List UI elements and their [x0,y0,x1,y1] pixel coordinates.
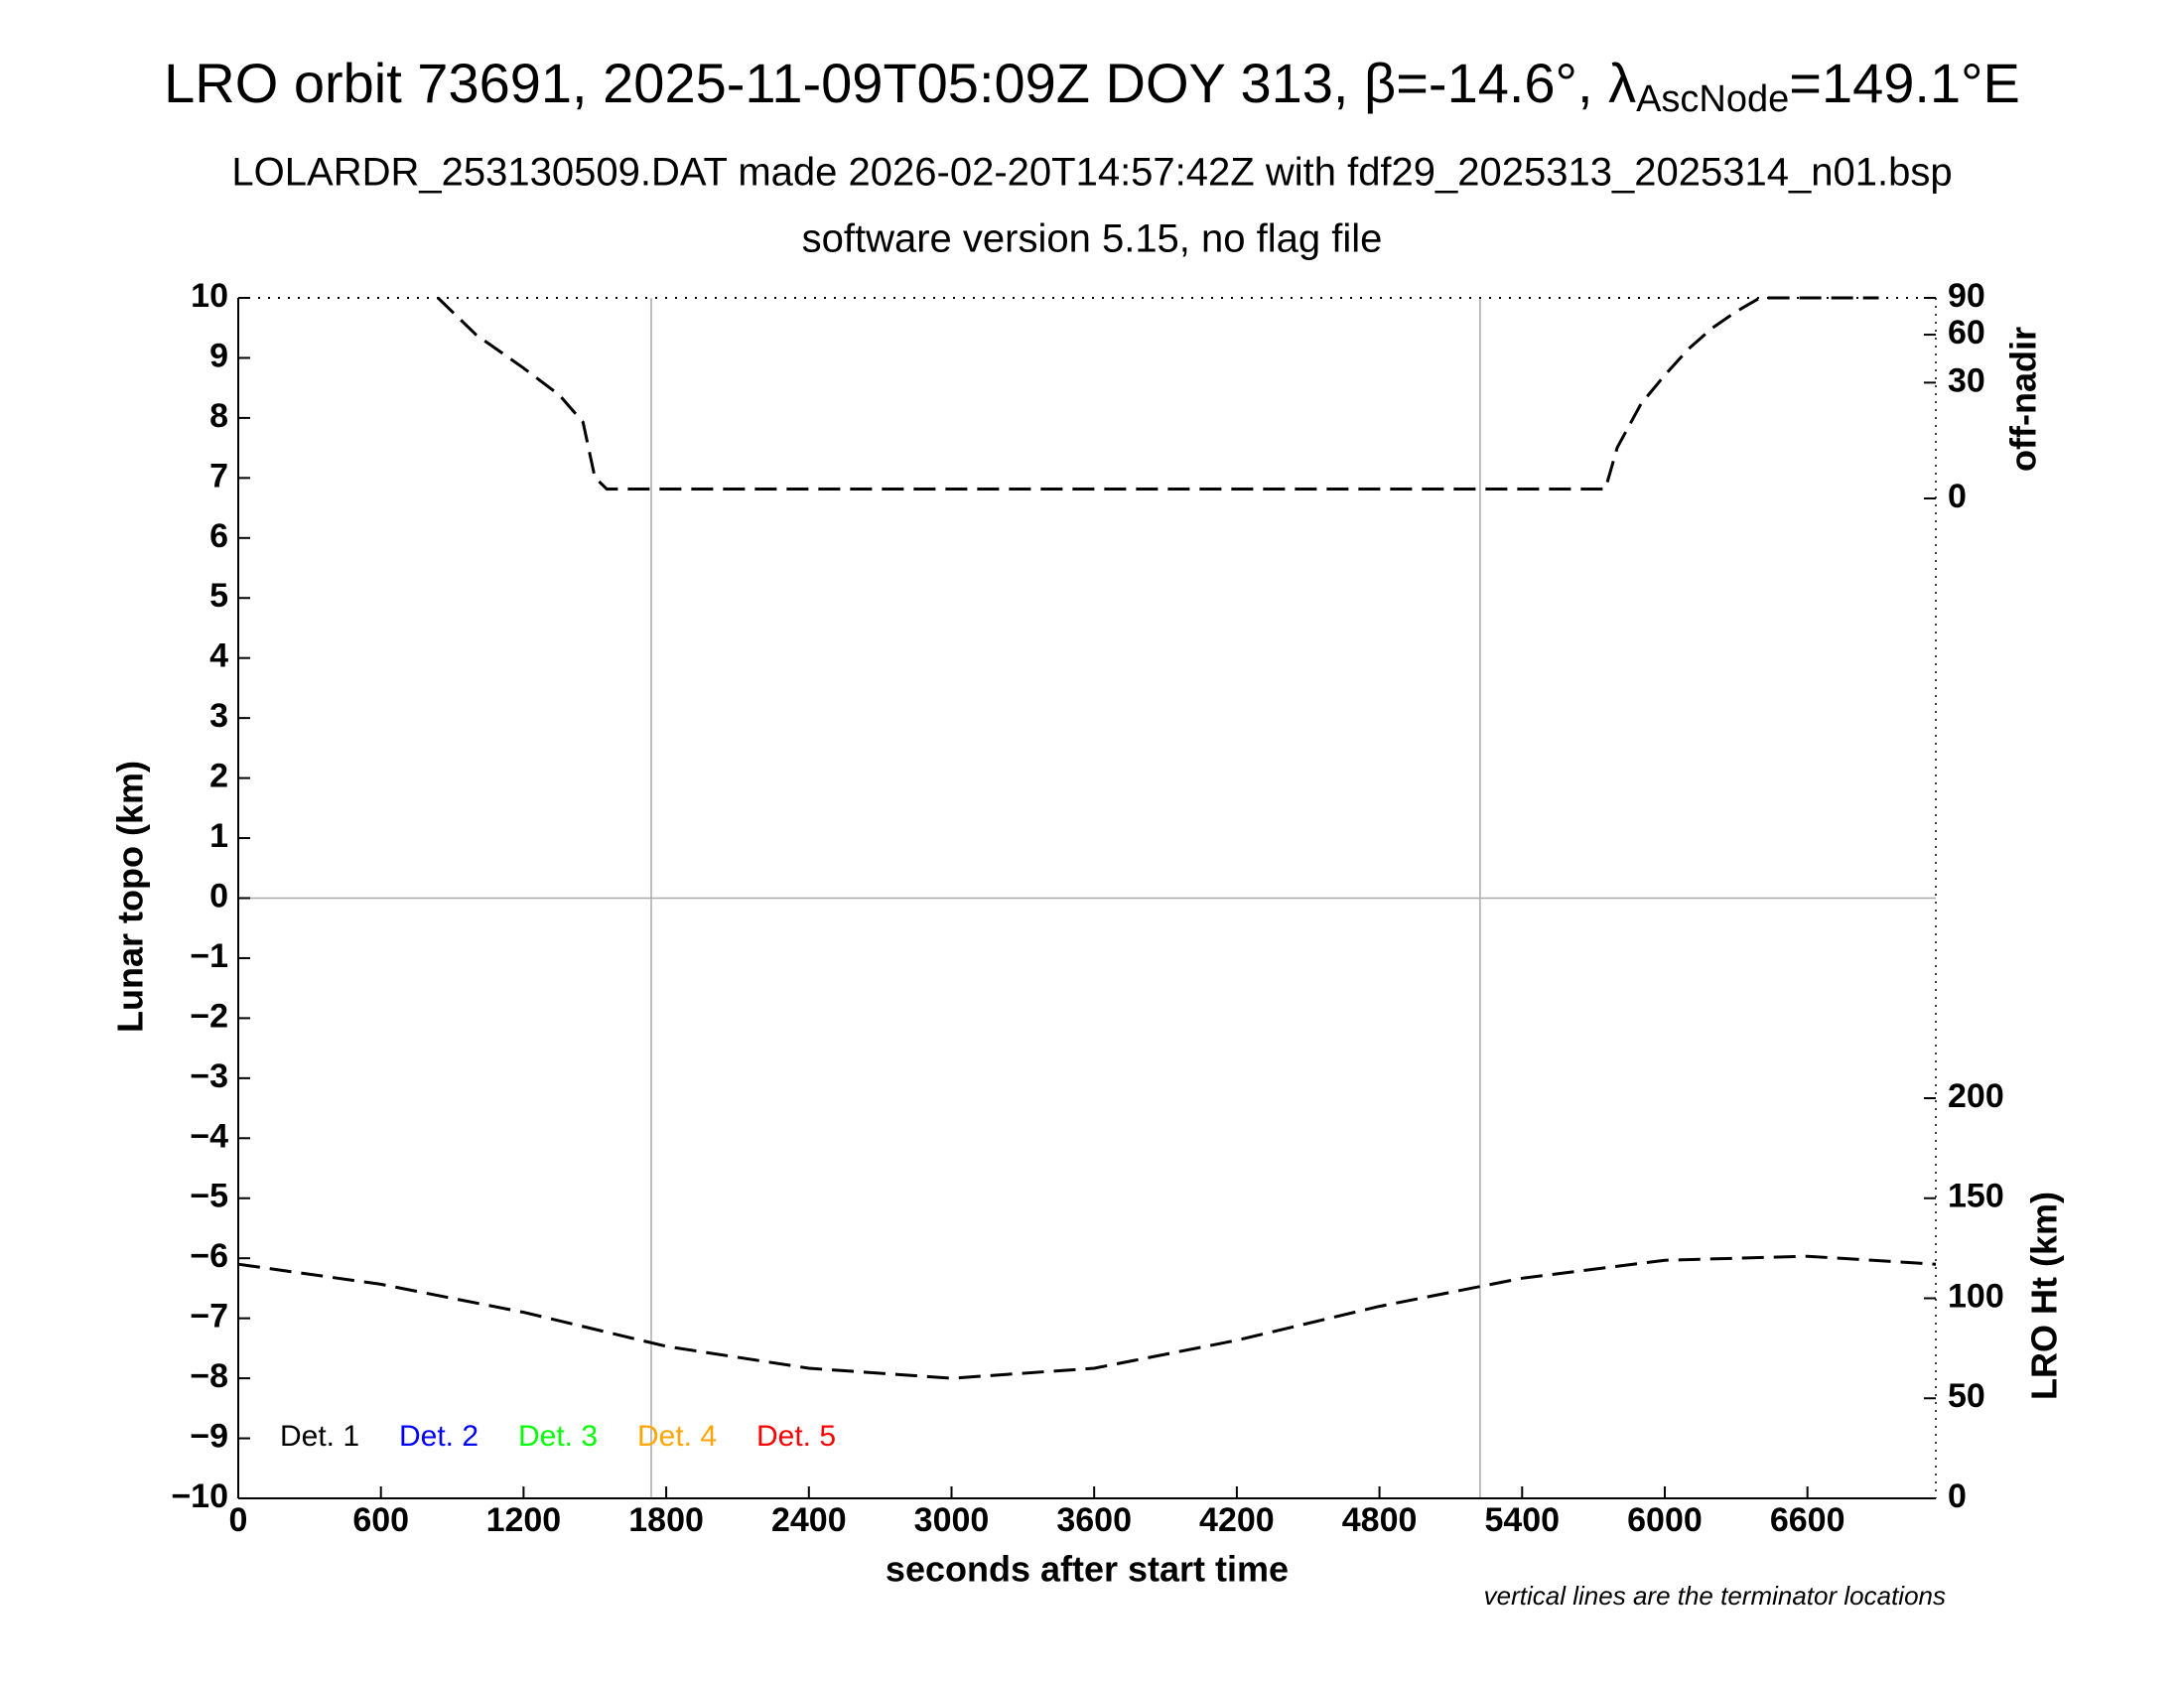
y-tick-label: 7 [209,457,228,494]
y-axis-title: Lunar topo (km) [110,761,151,1033]
legend-entry: Det. 4 [637,1420,717,1453]
x-tick-label: 4200 [1199,1501,1275,1539]
y-right-tick-label: 150 [1948,1178,2004,1215]
title-end: =149.1°E [1789,52,2020,114]
chart-title: LRO orbit 73691, 2025-11-09T05:09Z DOY 3… [164,52,2020,120]
note: vertical lines are the terminator locati… [1484,1581,1946,1611]
y-tick-label: −10 [171,1477,228,1515]
y-right-tick-label: 0 [1948,1477,1967,1515]
y-tick-label: 1 [209,817,228,855]
legend-entry: Det. 3 [518,1420,598,1453]
y-tick-label: −4 [190,1117,228,1155]
y-tick-label: 3 [209,697,228,735]
title-main: LRO orbit 73691, 2025-11-09T05:09Z DOY 3… [164,52,1636,114]
y-right-tick-label: 100 [1948,1277,2004,1315]
y-tick-label: −9 [190,1418,228,1456]
y3-axis-title: LRO Ht (km) [2024,1192,2065,1400]
x-tick-label: 1200 [486,1501,562,1539]
x-tick-label: 600 [352,1501,409,1539]
x-tick-label: 3600 [1056,1501,1132,1539]
y-right-tick-label: 200 [1948,1077,2004,1115]
y-tick-label: −7 [190,1298,228,1336]
y-right-tick-label: 30 [1948,361,1985,399]
x-tick-label: 3000 [914,1501,990,1539]
x-tick-label: 6600 [1770,1501,1845,1539]
y-tick-label: 6 [209,517,228,555]
x-tick-label: 6000 [1627,1501,1703,1539]
y-tick-label: 0 [209,877,228,914]
y2-axis-title: off-nadir [2003,327,2044,472]
y-tick-label: −6 [190,1237,228,1275]
title-subscript: AscNode [1636,78,1789,120]
y-tick-label: 2 [209,758,228,795]
y-tick-label: −3 [190,1057,228,1095]
x-tick-label: 0 [229,1501,248,1539]
subtitle: software version 5.15, no flag file [802,217,1383,261]
y-right-tick-label: 60 [1948,314,1985,352]
y-right-tick-label: 90 [1948,277,1985,315]
y-tick-label: 4 [209,637,228,675]
y-tick-label: 9 [209,337,228,374]
y-tick-label: 8 [209,397,228,435]
x-axis-title: seconds after start time [886,1549,1289,1590]
y-right-tick-label: 0 [1948,478,1967,515]
data-line [437,296,1879,491]
x-tick-label: 2400 [771,1501,847,1539]
data-line [237,1254,1937,1380]
x-tick-label: 4800 [1342,1501,1418,1539]
y-tick-label: −2 [190,997,228,1035]
x-tick-label: 1800 [628,1501,704,1539]
legend-entry: Det. 5 [756,1420,836,1453]
legend-entry: Det. 2 [399,1420,478,1453]
y-tick-label: 5 [209,577,228,615]
x-tick-label: 5400 [1484,1501,1560,1539]
y-tick-label: 10 [191,277,228,315]
y-tick-label: −1 [190,937,228,975]
y-tick-label: −8 [190,1357,228,1395]
y-tick-label: −5 [190,1178,228,1215]
legend-entry: Det. 1 [280,1420,359,1453]
y-right-tick-label: 50 [1948,1377,1985,1415]
subtitle: LOLARDR_253130509.DAT made 2026-02-20T14… [231,151,1952,195]
